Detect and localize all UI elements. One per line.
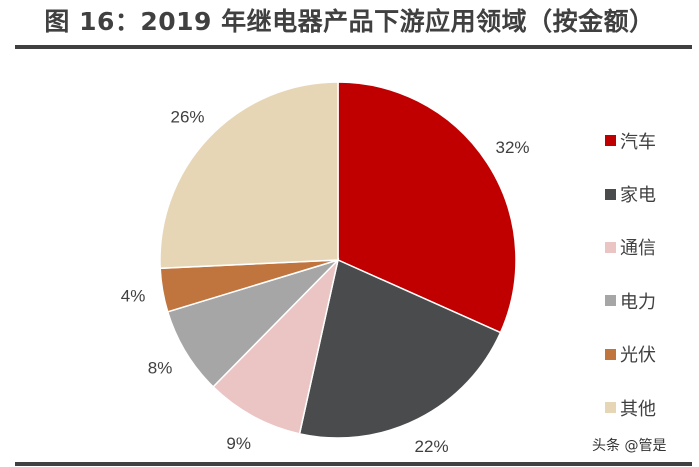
pie-slice-2 (212, 257, 340, 435)
legend-swatch (605, 348, 616, 360)
legend-item: 光伏 (605, 328, 656, 381)
legend-item: 汽车 (605, 114, 656, 167)
watermark: 头条 @管是 (592, 438, 667, 454)
data-label: 9% (226, 434, 251, 453)
legend-label: 光伏 (620, 345, 656, 367)
legend-label: 电力 (620, 291, 656, 313)
legend-label: 通信 (620, 238, 656, 260)
data-label: 8% (148, 359, 173, 378)
legend-item: 其他 (605, 381, 656, 434)
data-label: 4% (121, 286, 146, 305)
legend-swatch (605, 241, 616, 253)
title-divider (15, 45, 692, 49)
legend: 汽车家电通信电力光伏其他 (605, 114, 656, 434)
data-label: 32% (495, 138, 529, 157)
legend-label: 家电 (620, 185, 656, 207)
legend-swatch (605, 402, 616, 414)
pie-slice-5 (159, 81, 339, 270)
legend-item: 家电 (605, 167, 656, 220)
legend-item: 电力 (605, 274, 656, 327)
legend-label: 汽车 (620, 131, 656, 153)
legend-label: 其他 (620, 398, 656, 420)
chart-title: 图 16：2019 年继电器产品下游应用领域（按金额） (44, 7, 655, 36)
bottom-divider (15, 462, 692, 466)
pie-slice-0 (337, 81, 517, 334)
pie-slice-1 (298, 258, 502, 439)
legend-swatch (605, 188, 616, 200)
legend-item: 通信 (605, 221, 656, 274)
legend-swatch (605, 295, 616, 307)
data-label: 26% (171, 107, 205, 126)
data-label: 22% (415, 437, 449, 456)
legend-swatch (605, 135, 616, 147)
